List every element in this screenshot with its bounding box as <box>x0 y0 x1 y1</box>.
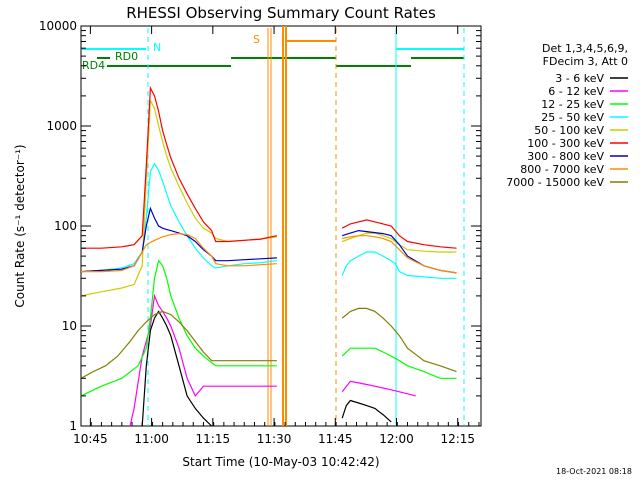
series-7000-15000-kev-line-2 <box>341 307 457 373</box>
x-ticks-layer: 10:45 11:00 11:15 11:30 11:45 12:00 12:15 <box>73 26 480 446</box>
y-tick-label: 1 <box>69 419 77 433</box>
rd0-label: RD0 <box>115 50 138 63</box>
y-tick-label: 100 <box>54 219 77 233</box>
series-50-100-kev-line-1 <box>80 98 277 297</box>
legend-item-label: 6 - 12 keV <box>548 85 604 98</box>
x-tick-label: 11:00 <box>134 432 169 446</box>
timestamp: 18-Oct-2021 08:18 <box>556 467 632 476</box>
x-tick-label: 11:30 <box>257 432 292 446</box>
x-tick-label: 10:45 <box>73 432 108 446</box>
series-25-50-kev-line-1 <box>80 162 277 273</box>
legend-item-label: 3 - 6 keV <box>555 72 604 85</box>
x-tick-label: 12:15 <box>440 432 475 446</box>
x-axis-label: Start Time (10-May-03 10:42:42) <box>182 455 379 469</box>
series-100-300-kev-line-2 <box>341 219 457 249</box>
series-7000-15000-kev-line-1 <box>80 310 277 379</box>
x-tick-label: 11:45 <box>318 432 353 446</box>
y-tick-label: 10 <box>62 319 77 333</box>
legend-header: Det 1,3,4,5,6,9, <box>542 42 628 55</box>
series-layer <box>80 85 457 427</box>
rd4-label: RD4 <box>82 59 105 72</box>
series-12-25-kev-line-1 <box>80 259 277 397</box>
chart-title: RHESSI Observing Summary Count Rates <box>126 4 436 22</box>
series-12-25-kev-line-2 <box>341 347 457 379</box>
legend-item-label: 300 - 800 keV <box>527 150 604 163</box>
series-3-6-kev-line-2 <box>341 399 392 423</box>
y-tick-label: 1000 <box>46 119 77 133</box>
series-800-7000-kev-line-1 <box>81 232 277 273</box>
series-25-50-kev-line-2 <box>341 251 457 279</box>
legend-item-label: 800 - 7000 keV <box>520 163 604 176</box>
series-6-12-kev-line-2 <box>341 380 416 397</box>
x-tick-label: 11:15 <box>196 432 231 446</box>
series-3-6-kev-line-1 <box>141 310 213 427</box>
legend-item-label: 7000 - 15000 keV <box>506 176 604 189</box>
vertical-markers <box>147 26 465 426</box>
legend: Det 1,3,4,5,6,9,FDecim 3, Att 0 3 - 6 keV… <box>506 42 628 189</box>
y-ticks-layer: 1 10 100 1000 10000 <box>39 19 481 433</box>
n-label: N <box>153 41 161 54</box>
legend-item-label: 12 - 25 keV <box>541 98 604 111</box>
y-tick-label: 10000 <box>39 19 77 33</box>
legend-item-label: 100 - 300 keV <box>527 137 604 150</box>
series-100-300-kev-line-1 <box>81 85 278 249</box>
upper-annotations: N S RD0 RD4 <box>82 33 464 72</box>
legend-header: FDecim 3, Att 0 <box>543 55 628 68</box>
s-label: S <box>253 33 260 46</box>
legend-item-label: 50 - 100 keV <box>534 124 604 137</box>
y-axis-label: Count Rate (s⁻¹ detector⁻¹) <box>13 144 27 307</box>
series-800-7000-kev-line-2 <box>342 235 457 274</box>
legend-item-label: 25 - 50 keV <box>541 111 604 124</box>
x-tick-label: 12:00 <box>379 432 414 446</box>
